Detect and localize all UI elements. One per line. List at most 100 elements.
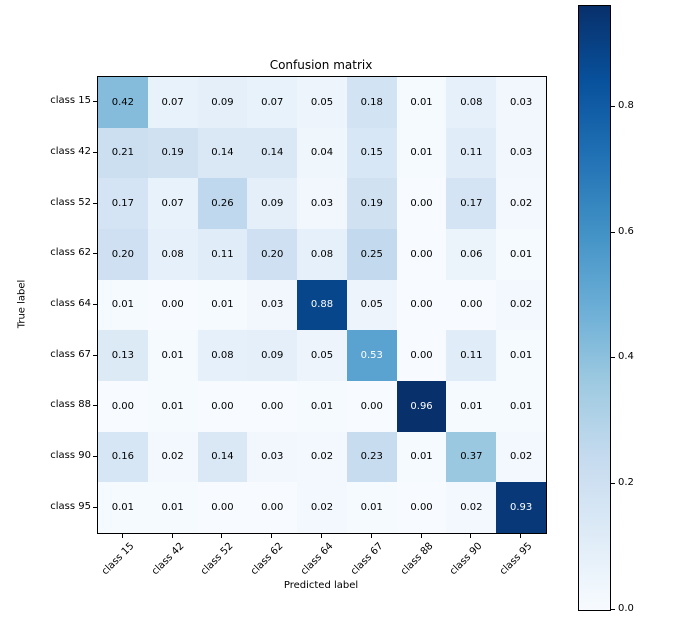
heatmap-cell: 0.01 [496, 330, 546, 381]
heatmap-cell: 0.18 [346, 77, 397, 128]
heatmap-cell: 0.04 [297, 127, 347, 179]
heatmap-cell: 0.00 [446, 279, 497, 331]
heatmap-cell: 0.00 [396, 178, 447, 229]
y-tick-label: class 95 [50, 500, 91, 512]
heatmap-cell: 0.07 [147, 77, 198, 128]
heatmap-cell: 0.13 [98, 330, 148, 381]
heatmap-cell: 0.14 [247, 127, 298, 179]
y-tick-label: class 88 [50, 399, 91, 411]
y-tick-label: class 67 [50, 348, 91, 360]
colorbar-tick-mark [611, 105, 615, 107]
heatmap-cell: 0.03 [247, 279, 298, 331]
heatmap-cell: 0.11 [197, 229, 248, 280]
heatmap-cell: 0.42 [98, 77, 148, 128]
heatmap-cell: 0.15 [346, 127, 397, 179]
heatmap-cell: 0.00 [346, 381, 397, 432]
heatmap-cell: 0.00 [197, 381, 248, 432]
heatmap-cell: 0.05 [346, 279, 397, 331]
heatmap-cell: 0.01 [396, 77, 447, 128]
x-tick-mark [121, 533, 123, 538]
heatmap-cell: 0.25 [346, 229, 397, 280]
heatmap-cell: 0.06 [446, 229, 497, 280]
heatmap-cell: 0.23 [346, 431, 397, 483]
heatmap-cell: 0.00 [197, 482, 248, 533]
heatmap-cell: 0.20 [247, 229, 298, 280]
x-tick-mark [420, 533, 422, 538]
x-tick-mark [520, 533, 522, 538]
heatmap-cell: 0.01 [396, 431, 447, 483]
colorbar-tick-mark [611, 483, 615, 485]
x-tick-mark [321, 533, 322, 538]
heatmap-cell: 0.00 [396, 229, 447, 280]
y-tick-label: class 62 [50, 247, 91, 259]
heatmap-cell: 0.00 [396, 330, 447, 381]
heatmap-cell: 0.03 [247, 431, 298, 483]
colorbar-tick-mark [611, 609, 615, 610]
heatmap-cell: 0.01 [147, 482, 198, 533]
y-tick-mark [92, 101, 97, 103]
heatmap-cell: 0.01 [346, 482, 397, 533]
heatmap-grid: 0.42 0.07 0.09 0.07 0.05 0.18 0.01 0.08 0.03 0.21… [98, 77, 546, 533]
heatmap-cell: 0.09 [247, 330, 298, 381]
y-tick-mark [92, 253, 97, 255]
x-tick-mark [370, 533, 372, 538]
colorbar-tick-mark [611, 357, 615, 359]
colorbar-tick-label: 0.2 [618, 477, 634, 489]
heatmap-cell: 0.08 [297, 229, 347, 280]
heatmap-axes: 0.42 0.07 0.09 0.07 0.05 0.18 0.01 0.08 0.03 0.21… [97, 76, 547, 534]
heatmap-cell: 0.02 [147, 431, 198, 483]
heatmap-cell: 0.01 [496, 381, 546, 432]
heatmap-cell: 0.00 [396, 482, 447, 533]
heatmap-cell: 0.02 [496, 431, 546, 483]
heatmap-cell: 0.05 [297, 330, 347, 381]
y-tick-mark [92, 152, 97, 153]
heatmap-cell: 0.17 [98, 178, 148, 229]
heatmap-cell: 0.37 [446, 431, 497, 483]
y-tick-label: class 52 [50, 196, 91, 208]
heatmap-cell: 0.02 [446, 482, 497, 533]
heatmap-cell: 0.19 [147, 127, 198, 179]
heatmap-cell: 0.11 [446, 330, 497, 381]
heatmap-cell: 0.05 [297, 77, 347, 128]
heatmap-cell: 0.09 [197, 77, 248, 128]
heatmap-cell: 0.00 [247, 381, 298, 432]
colorbar-tick-mark [611, 231, 615, 233]
heatmap-cell: 0.00 [247, 482, 298, 533]
heatmap-cell: 0.02 [496, 178, 546, 229]
heatmap-cell: 0.02 [297, 482, 347, 533]
heatmap-cell: 0.08 [197, 330, 248, 381]
y-tick-mark [92, 304, 97, 305]
heatmap-cell: 0.07 [247, 77, 298, 128]
heatmap-cell: 0.03 [297, 178, 347, 229]
heatmap-cell: 0.01 [396, 127, 447, 179]
heatmap-cell: 0.01 [197, 279, 248, 331]
heatmap-cell: 0.19 [346, 178, 397, 229]
heatmap-cell: 0.07 [147, 178, 198, 229]
heatmap-cell: 0.01 [496, 229, 546, 280]
heatmap-cell: 0.93 [496, 482, 546, 533]
heatmap-cell: 0.20 [98, 229, 148, 280]
colorbar [578, 5, 611, 611]
heatmap-cell: 0.03 [496, 127, 546, 179]
heatmap-cell: 0.11 [446, 127, 497, 179]
y-tick-mark [92, 456, 97, 457]
heatmap-cell: 0.26 [197, 178, 248, 229]
heatmap-cell: 0.03 [496, 77, 546, 128]
heatmap-cell: 0.08 [147, 229, 198, 280]
heatmap-cell: 0.01 [446, 381, 497, 432]
y-tick-mark [92, 202, 97, 204]
heatmap-cell: 0.01 [98, 279, 148, 331]
x-tick-mark [171, 533, 173, 538]
y-tick-mark [92, 405, 97, 407]
colorbar-tick-label: 0.4 [618, 351, 634, 363]
y-tick-mark [92, 506, 97, 508]
chart-title: Confusion matrix [269, 58, 373, 72]
heatmap-cell: 0.00 [396, 279, 447, 331]
y-tick-label: class 90 [50, 450, 91, 461]
heatmap-cell: 0.96 [396, 381, 447, 432]
heatmap-cell: 0.02 [496, 279, 546, 331]
heatmap-cell: 0.01 [147, 381, 198, 432]
y-tick-label: class 64 [50, 298, 91, 309]
y-tick-label: class 15 [50, 95, 91, 107]
